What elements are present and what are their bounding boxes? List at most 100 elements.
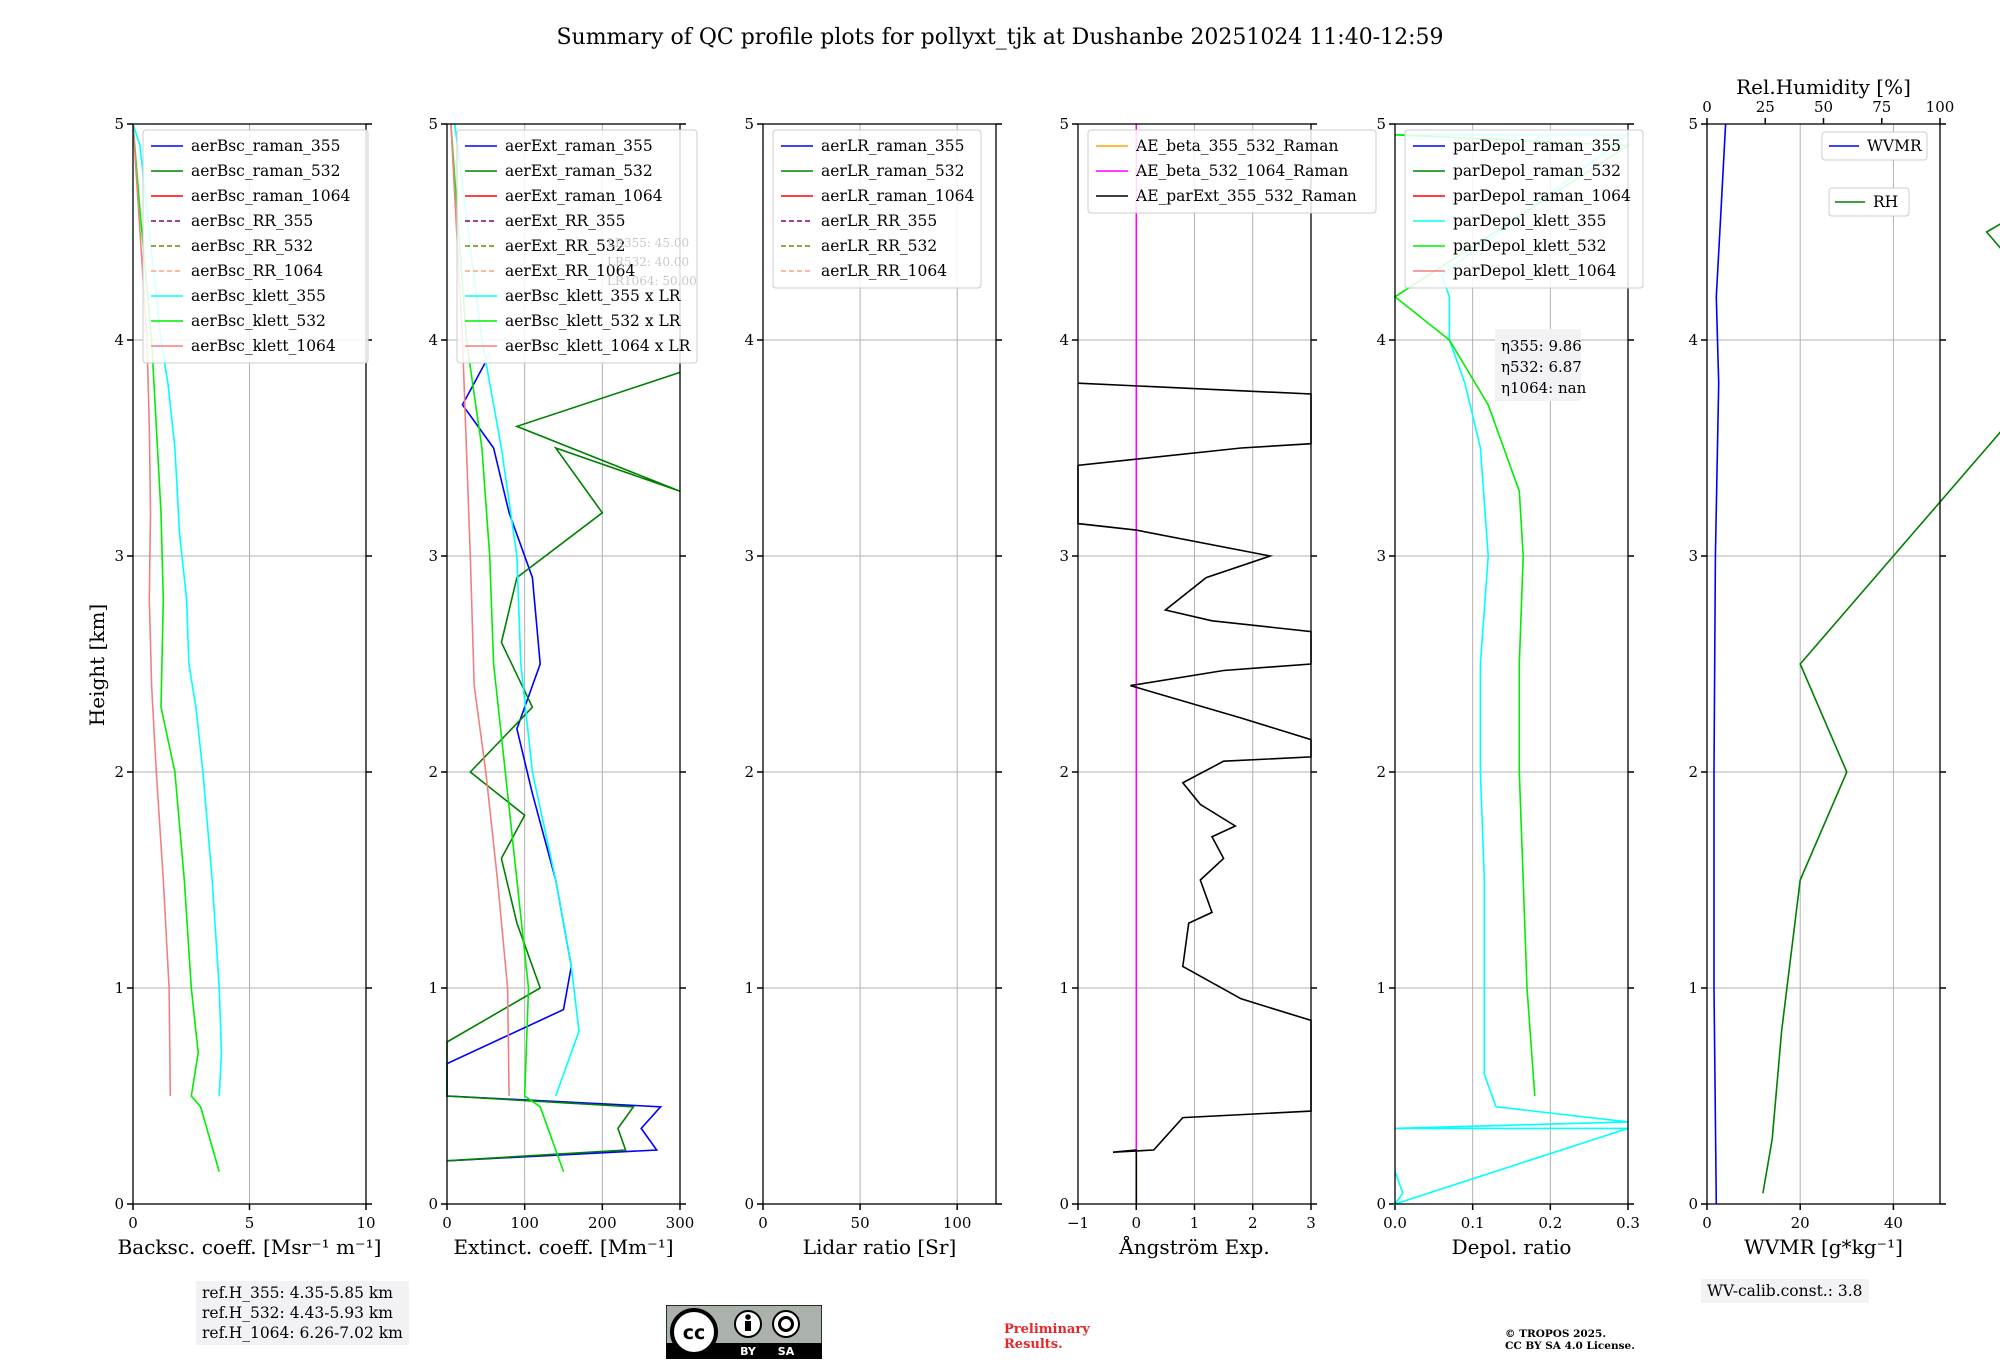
x-tick-label: 0 — [1131, 1214, 1141, 1232]
legend-label: RH — [1873, 193, 1898, 211]
x-axis-label: WVMR [g*kg⁻¹] — [1744, 1235, 1903, 1259]
series-aerBsc_klett_355 x LR — [454, 123, 580, 1097]
y-tick-label: 2 — [1688, 763, 1698, 781]
x-tick-label: 0.3 — [1616, 1214, 1640, 1232]
y-tick-label: 1 — [744, 979, 754, 997]
series-WVMR — [1713, 123, 1727, 1205]
series-aerExt_raman_532 — [446, 371, 681, 1162]
series-aerBsc_klett_1064 x LR — [450, 123, 510, 1097]
x-tick-label: 200 — [588, 1214, 617, 1232]
y-tick-label: 3 — [428, 547, 438, 565]
x-tick-label: 2 — [1248, 1214, 1258, 1232]
x-tick-label: 100 — [943, 1214, 972, 1232]
legend-label: aerLR_RR_1064 — [821, 262, 947, 280]
legend: parDepol_raman_355 parDepol_raman_532 parD… — [1404, 129, 1644, 289]
legend-label: WVMR — [1867, 137, 1923, 155]
ref-height-532: ref.H_532: 4.43-5.93 km — [202, 1304, 393, 1322]
legend-label: aerBsc_klett_1064 — [191, 337, 336, 355]
plot-frame — [446, 123, 681, 1205]
plot-frame — [132, 123, 367, 1205]
legend-label: aerBsc_raman_532 — [191, 162, 341, 180]
y-tick-label: 4 — [1059, 331, 1069, 349]
plot-frame — [1077, 123, 1312, 1205]
cc-license-badge: cc BY SA — [666, 1305, 822, 1359]
legend-label: aerLR_raman_1064 — [821, 187, 974, 205]
plot-frame — [1706, 123, 1941, 1205]
legend-label: aerExt_RR_1064 — [505, 262, 636, 280]
eta-box-bg — [1495, 329, 1581, 401]
panel-backscatter: 0 5 10 0 1 2 3 4 5 Backsc. coeff. [Msr⁻¹ m⁻¹] aerB… — [114, 115, 381, 1259]
copyright-note: © TROPOS 2025. CC BY SA 4.0 License. — [1505, 1328, 1635, 1352]
y-tick-label: 4 — [114, 331, 124, 349]
preliminary-results-note: Preliminary Results. — [1004, 1322, 1090, 1352]
legend-label: aerBsc_klett_532 — [191, 312, 326, 330]
reference-height-box: ref.H_355: 4.35-5.85 km ref.H_532: 4.43-… — [196, 1281, 409, 1345]
y-tick-label: 3 — [1059, 547, 1069, 565]
lr-annotation: LR355: 45.00 — [607, 236, 689, 250]
y-tick-label: 1 — [114, 979, 124, 997]
ref-height-355: ref.H_355: 4.35-5.85 km — [202, 1284, 393, 1302]
ref-height-1064: ref.H_1064: 6.26-7.02 km — [202, 1324, 403, 1342]
y-tick-label: 0 — [1688, 1195, 1698, 1213]
y-tick-label: 5 — [1688, 115, 1698, 133]
legend-label: aerBsc_raman_355 — [191, 137, 341, 155]
legend-label: aerLR_raman_532 — [821, 162, 964, 180]
y-tick-label: 2 — [1376, 763, 1386, 781]
legend: AE_beta_355_532_Raman AE_beta_532_1064_Ra… — [1087, 129, 1377, 214]
legend-label: AE_beta_532_1064_Raman — [1135, 162, 1348, 180]
wv-calibration-box: WV-calib.const.: 3.8 — [1701, 1279, 1869, 1303]
x-tick-label: 1 — [1190, 1214, 1200, 1232]
y-tick-label: 3 — [1688, 547, 1698, 565]
eta-label: η532: 6.87 — [1501, 358, 1582, 376]
legend: aerLR_raman_355 aerLR_raman_532 aerLR_rama… — [772, 129, 982, 289]
y-tick-label: 0 — [744, 1195, 754, 1213]
y-tick-label: 2 — [114, 763, 124, 781]
legend-label: aerBsc_raman_1064 — [191, 187, 351, 205]
legend: aerBsc_raman_355 aerBsc_raman_532 aerBsc_r… — [142, 129, 369, 364]
y-tick-label: 3 — [744, 547, 754, 565]
eta-label: η355: 9.86 — [1501, 337, 1582, 355]
legend-label: aerExt_raman_532 — [505, 162, 653, 180]
top-x-tick-label: 50 — [1814, 98, 1833, 116]
x-tick-label: 50 — [851, 1214, 870, 1232]
top-x-tick-label: 0 — [1702, 98, 1712, 116]
y-tick-label: 5 — [428, 115, 438, 133]
legend-box — [772, 129, 982, 289]
x-axis-label: Extinct. coeff. [Mm⁻¹] — [453, 1235, 673, 1259]
y-tick-label: 5 — [114, 115, 124, 133]
legend-box — [1404, 129, 1644, 289]
y-tick-label: 1 — [428, 979, 438, 997]
wv-calibration-text: WV-calib.const.: 3.8 — [1707, 1282, 1863, 1300]
figure-title: Summary of QC profile plots for pollyxt_… — [556, 25, 1443, 50]
lr-annotation: LR1064: 50.00 — [607, 274, 697, 288]
legend-box — [1821, 131, 1928, 161]
preliminary-line-1: Preliminary — [1004, 1322, 1090, 1337]
x-axis-label: Depol. ratio — [1452, 1235, 1572, 1259]
top-x-tick-label: 75 — [1872, 98, 1891, 116]
preliminary-line-2: Results. — [1004, 1337, 1063, 1352]
panel-extinction: 0 100 200 300 0 1 2 3 4 5 Extinct. coeff. [Mm⁻¹] ae… — [428, 115, 698, 1259]
legend-label: parDepol_raman_532 — [1453, 162, 1621, 180]
legend-box — [142, 129, 369, 364]
legend-label: parDepol_raman_1064 — [1453, 187, 1631, 205]
x-axis-label: Ångström Exp. — [1118, 1234, 1269, 1259]
x-tick-label: 10 — [356, 1214, 375, 1232]
y-tick-label: 2 — [744, 763, 754, 781]
y-tick-label: 3 — [1376, 547, 1386, 565]
x-axis-label: Backsc. coeff. [Msr⁻¹ m⁻¹] — [118, 1235, 382, 1259]
top-x-axis-label: Rel.Humidity [%] — [1736, 75, 1911, 99]
plot-frame — [762, 123, 997, 1205]
y-tick-label: 0 — [1376, 1195, 1386, 1213]
x-tick-label: 20 — [1791, 1214, 1810, 1232]
lr-annotation: LR532: 40.00 — [607, 255, 689, 269]
sa-share-icon — [772, 1310, 800, 1338]
series-RH — [1762, 223, 2000, 1194]
x-tick-label: 3 — [1306, 1214, 1316, 1232]
legend-label: aerExt_raman_1064 — [505, 187, 663, 205]
top-x-tick-label: 25 — [1756, 98, 1775, 116]
cc-logo-icon — [670, 1308, 718, 1356]
cc-by-label: BY — [740, 1345, 757, 1358]
panel-wvmr: 0 20 40 0 1 2 3 4 5 WVMR [g*kg⁻¹] WVMR RH 0 25 50 75 100… — [1688, 75, 2000, 1259]
x-tick-label: 40 — [1884, 1214, 1903, 1232]
